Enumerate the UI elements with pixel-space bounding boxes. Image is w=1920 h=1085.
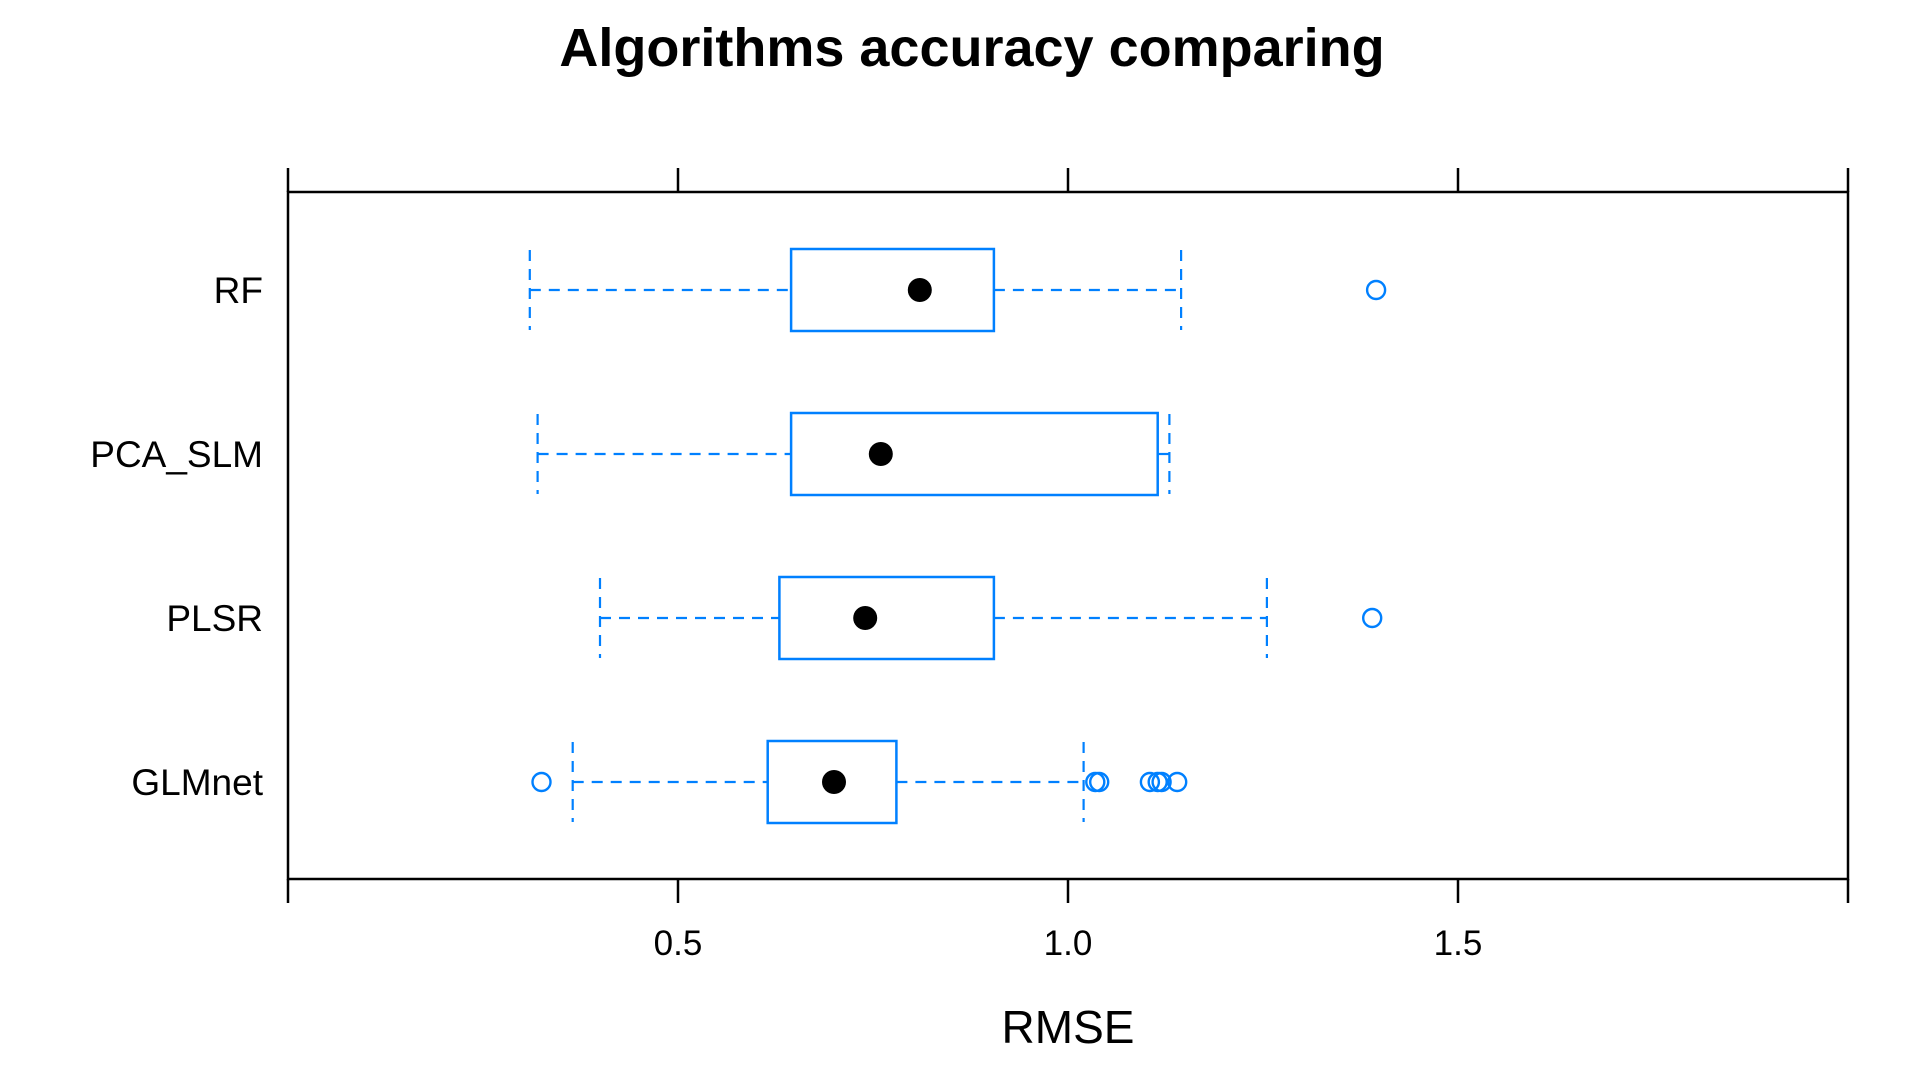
category-label: PLSR: [166, 598, 263, 639]
iqr-box: [789, 247, 996, 333]
box-group: [536, 411, 1171, 497]
category-label: PCA_SLM: [90, 434, 263, 475]
x-tick-label: 1.5: [1434, 924, 1483, 963]
outlier-point: [1166, 771, 1188, 793]
box-group: [531, 739, 1188, 825]
iqr-box: [766, 739, 898, 825]
x-tick-label: 0.5: [654, 924, 703, 963]
box-group: [598, 575, 1383, 661]
outlier-point: [1151, 771, 1172, 793]
marks-layer: [528, 247, 1387, 825]
median-dot: [853, 606, 878, 630]
plot-frame: [286, 190, 1850, 881]
median-dot: [822, 770, 846, 794]
outlier-point: [1365, 279, 1387, 301]
x-axis-label: RMSE: [1002, 1001, 1135, 1053]
median-dot: [907, 278, 932, 302]
iqr-box: [778, 575, 996, 661]
outlier-point: [1361, 607, 1383, 629]
chart-title: Algorithms accuracy comparing: [559, 18, 1384, 78]
box-group: [528, 247, 1387, 333]
category-label: GLMnet: [131, 762, 263, 803]
iqr-box: [789, 411, 1159, 497]
outlier-point: [1139, 771, 1161, 793]
axes-layer: 0.5 1.0 1.5 RF PCA_SLM PLSR GLMnet: [90, 168, 1850, 963]
outlier-point: [1088, 771, 1110, 793]
median-dot: [868, 442, 893, 466]
x-tick-label: 1.0: [1044, 924, 1093, 963]
outlier-point: [531, 771, 552, 793]
category-label: RF: [214, 270, 263, 311]
